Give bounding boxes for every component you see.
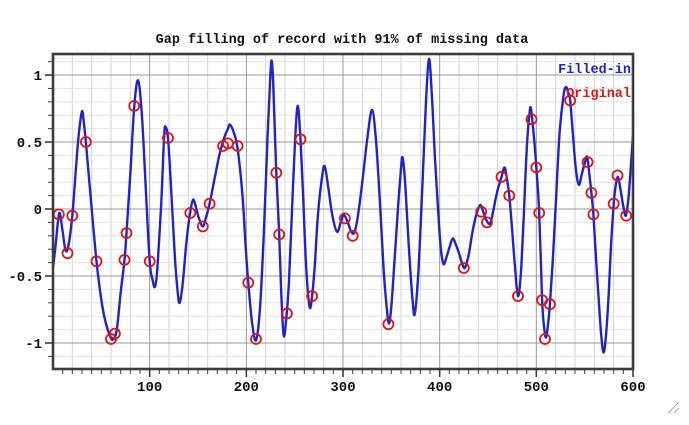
x-tick-label: 100 — [137, 380, 162, 396]
original-data-point — [242, 276, 255, 289]
original-data-point — [457, 262, 470, 274]
y-tick-label: -0.5 — [8, 270, 42, 286]
original-data-point — [525, 113, 538, 126]
original-data-point — [250, 333, 262, 345]
original-data-point — [382, 318, 395, 331]
original-data-point — [270, 166, 283, 179]
original-data-point — [143, 255, 156, 268]
original-data-point — [475, 205, 488, 218]
original-data-point — [533, 207, 546, 219]
original-data-point — [544, 298, 556, 311]
original-data-point — [128, 100, 141, 112]
y-tick-label: -1 — [25, 337, 42, 353]
x-tick-label: 400 — [427, 380, 452, 396]
original-data-point — [118, 253, 131, 266]
chart-title: Gap filling of record with 91% of missin… — [156, 33, 529, 48]
plot-frame — [51, 52, 635, 371]
axis-ticks — [45, 61, 634, 377]
original-data-point — [539, 333, 551, 345]
legend-entry-original: Original — [566, 87, 631, 102]
original-data-point — [481, 216, 493, 229]
original-data-point — [495, 170, 508, 183]
x-tick-label: 500 — [524, 380, 549, 396]
x-tick-label: 300 — [330, 380, 355, 396]
original-data-point — [306, 290, 319, 303]
original-data-point — [162, 132, 174, 144]
y-tick-label: 0 — [34, 203, 42, 219]
original-data-point — [346, 229, 359, 242]
legend-entry-filled-in: Filled-in — [558, 63, 631, 78]
original-data-point — [203, 197, 216, 210]
original-data-point — [196, 220, 209, 233]
original-data-point — [61, 247, 74, 260]
original-data-point — [512, 290, 524, 303]
original-data-point — [184, 207, 197, 219]
filled-in-line-series — [51, 57, 635, 354]
original-data-point — [66, 209, 79, 222]
original-data-point — [587, 208, 600, 221]
original-data-point — [90, 255, 103, 268]
original-data-point — [503, 189, 516, 202]
original-data-point — [581, 156, 594, 169]
original-data-point — [280, 307, 293, 320]
x-tick-label: 200 — [234, 380, 259, 396]
original-data-point — [231, 140, 244, 152]
original-data-point — [109, 327, 121, 340]
original-data-point — [338, 212, 351, 225]
y-tick-label: 1 — [34, 69, 42, 85]
original-data-point — [611, 169, 624, 182]
axis-tick-labels: 100 200 300 400 500 600 1 0.5 0 -0.5 -1 — [8, 69, 645, 396]
original-data-point — [294, 133, 307, 146]
original-data-point — [120, 227, 133, 240]
resize-handle-icon — [667, 401, 680, 414]
original-data-point — [585, 186, 598, 199]
filled-in-curve — [51, 57, 635, 354]
original-data-point — [530, 161, 543, 174]
y-tick-label: 0.5 — [17, 136, 42, 152]
original-data-point — [564, 94, 577, 107]
original-data-point — [607, 197, 620, 210]
original-data-point — [620, 209, 633, 222]
x-tick-label: 600 — [620, 380, 645, 396]
original-scatter-series — [52, 94, 633, 345]
original-data-point — [80, 136, 92, 148]
original-data-point — [273, 228, 286, 241]
